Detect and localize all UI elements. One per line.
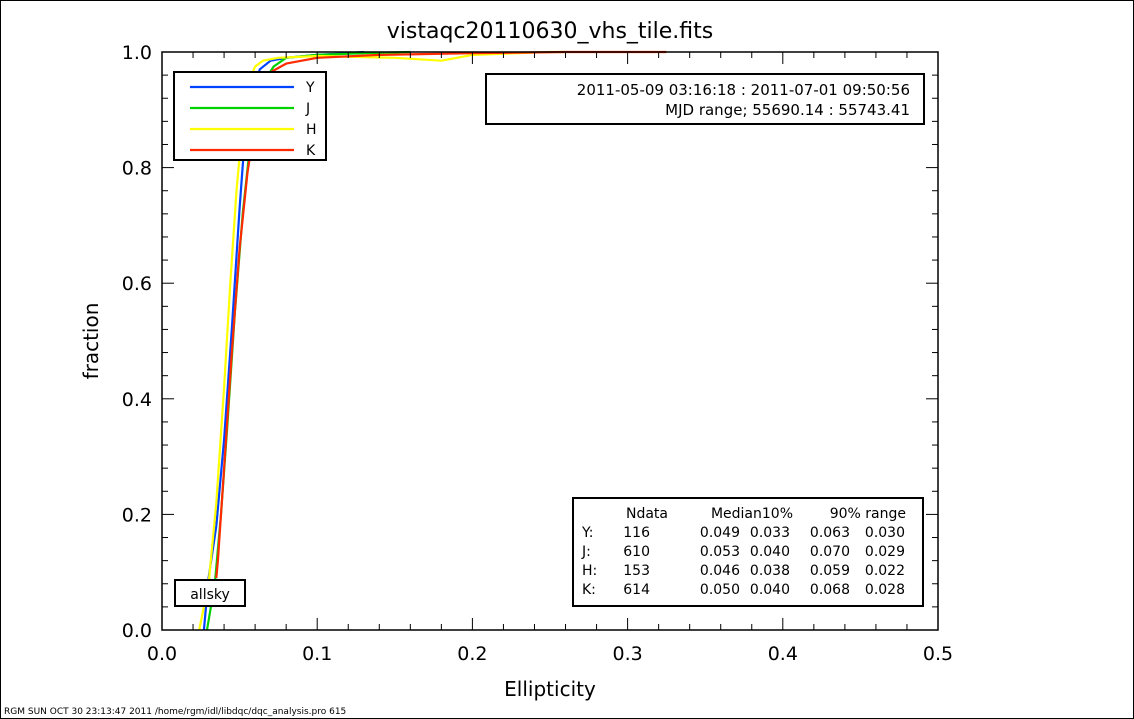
y-tick-label: 0.8 <box>122 158 152 180</box>
stats-row-median: 0.053 <box>700 544 740 560</box>
stats-row-median: 0.049 <box>700 525 740 541</box>
legend-label-k: K <box>306 143 316 159</box>
stats-row-range: 0.030 <box>865 525 905 541</box>
date-range-text: 2011-05-09 03:16:18 : 2011-07-01 09:50:5… <box>577 81 910 99</box>
series-line-h <box>198 50 566 631</box>
y-tick-label: 0.4 <box>122 389 152 411</box>
stats-row-p10: 0.040 <box>750 544 790 560</box>
mjd-range-text: MJD range; 55690.14 : 55743.41 <box>665 101 910 119</box>
stats-row-median: 0.050 <box>700 582 740 598</box>
dataset-label: allsky <box>190 587 230 603</box>
x-axis-label: Ellipticity <box>504 677 596 701</box>
stats-row-p90: 0.059 <box>810 563 850 579</box>
y-tick-label: 0.2 <box>122 504 152 526</box>
chart-title: vistaqc20110630_vhs_tile.fits <box>387 19 714 44</box>
legend-label-y: Y <box>305 80 315 96</box>
stats-header-ndata: Ndata <box>626 506 668 522</box>
x-tick-label: 0.4 <box>768 643 798 665</box>
stats-header-median: Median10% <box>711 506 793 522</box>
stats-row-ndata: 610 <box>623 544 650 560</box>
x-tick-label: 0.5 <box>923 643 953 665</box>
y-axis-label: fraction <box>79 303 103 380</box>
legend-box <box>173 71 327 161</box>
stats-row-p10: 0.038 <box>750 563 790 579</box>
stats-row-band: H: <box>582 563 597 579</box>
x-tick-label: 0.2 <box>457 643 487 665</box>
dataset-label-box <box>174 579 246 607</box>
stats-row-p10: 0.040 <box>750 582 790 598</box>
stats-row-p90: 0.063 <box>810 525 850 541</box>
y-tick-label: 0.6 <box>122 273 152 295</box>
stats-row-ndata: 116 <box>623 525 650 541</box>
stats-row-band: Y: <box>581 525 593 541</box>
stats-row-range: 0.028 <box>865 582 905 598</box>
x-tick-label: 0.0 <box>147 643 177 665</box>
y-tick-label: 0.0 <box>122 620 152 642</box>
date-range-box <box>485 73 925 125</box>
stats-row-p90: 0.068 <box>810 582 850 598</box>
legend-label-h: H <box>306 122 317 138</box>
stats-row-p90: 0.070 <box>810 544 850 560</box>
footer-caption: RGM SUN OCT 30 23:13:47 2011 /home/rgm/i… <box>4 707 347 717</box>
stats-row-ndata: 614 <box>623 582 650 598</box>
stats-row-median: 0.046 <box>700 563 740 579</box>
y-tick-label: 1.0 <box>122 42 152 64</box>
x-tick-label: 0.3 <box>612 643 642 665</box>
plot-area-border <box>161 51 939 631</box>
stats-row-range: 0.029 <box>865 544 905 560</box>
stats-row-range: 0.022 <box>865 563 905 579</box>
stats-row-p10: 0.033 <box>750 525 790 541</box>
stats-row-ndata: 153 <box>623 563 650 579</box>
stats-table-box <box>572 497 924 607</box>
stats-row-band: K: <box>582 582 596 598</box>
x-tick-label: 0.1 <box>302 643 332 665</box>
stats-row-band: J: <box>581 544 591 560</box>
legend-label-j: J <box>305 101 310 117</box>
stats-header-range: 90% range <box>830 506 906 522</box>
